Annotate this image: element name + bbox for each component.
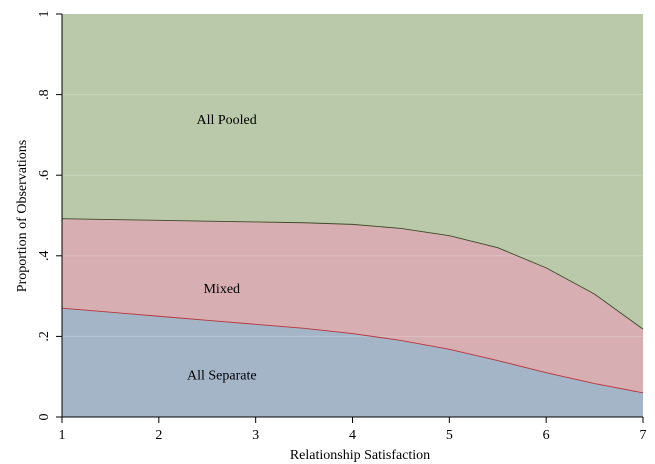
- x-tick-label: 3: [252, 428, 259, 443]
- y-axis-title: Proportion of Observations: [15, 140, 30, 292]
- x-tick-label: 5: [446, 428, 453, 443]
- x-tick-label: 1: [59, 428, 66, 443]
- area-labels: All Pooled Mixed All Separate: [187, 113, 257, 384]
- x-tick-label: 2: [155, 428, 162, 443]
- y-tick-label: .4: [37, 251, 52, 261]
- area-all-separate: [62, 308, 643, 417]
- x-tick-label: 7: [640, 428, 647, 443]
- y-tick-label: .2: [37, 331, 52, 342]
- series-boundary-lines: [61, 218, 644, 394]
- x-axis-title: Relationship Satisfaction: [290, 448, 430, 463]
- boundary-line: [61, 307, 644, 394]
- axis-ticks: 1 2 3 4 5 6 7 0 .2 .4 .6 .8 1: [37, 11, 647, 444]
- boundary-line: [61, 218, 644, 330]
- area-mixed: [62, 218, 643, 393]
- area-label-all-pooled: All Pooled: [196, 113, 256, 128]
- y-tick-label: 0: [37, 414, 52, 421]
- y-tick-label: .6: [37, 170, 52, 181]
- area-series-group: [62, 14, 643, 417]
- x-tick-label: 4: [349, 428, 356, 443]
- area-label-mixed: Mixed: [203, 282, 240, 297]
- y-tick-label: .8: [37, 89, 52, 100]
- area-label-all-separate: All Separate: [187, 369, 257, 384]
- area-all-pooled: [62, 14, 643, 330]
- y-tick-label: 1: [37, 11, 52, 18]
- x-tick-label: 6: [543, 428, 550, 443]
- gridlines: [62, 94, 643, 337]
